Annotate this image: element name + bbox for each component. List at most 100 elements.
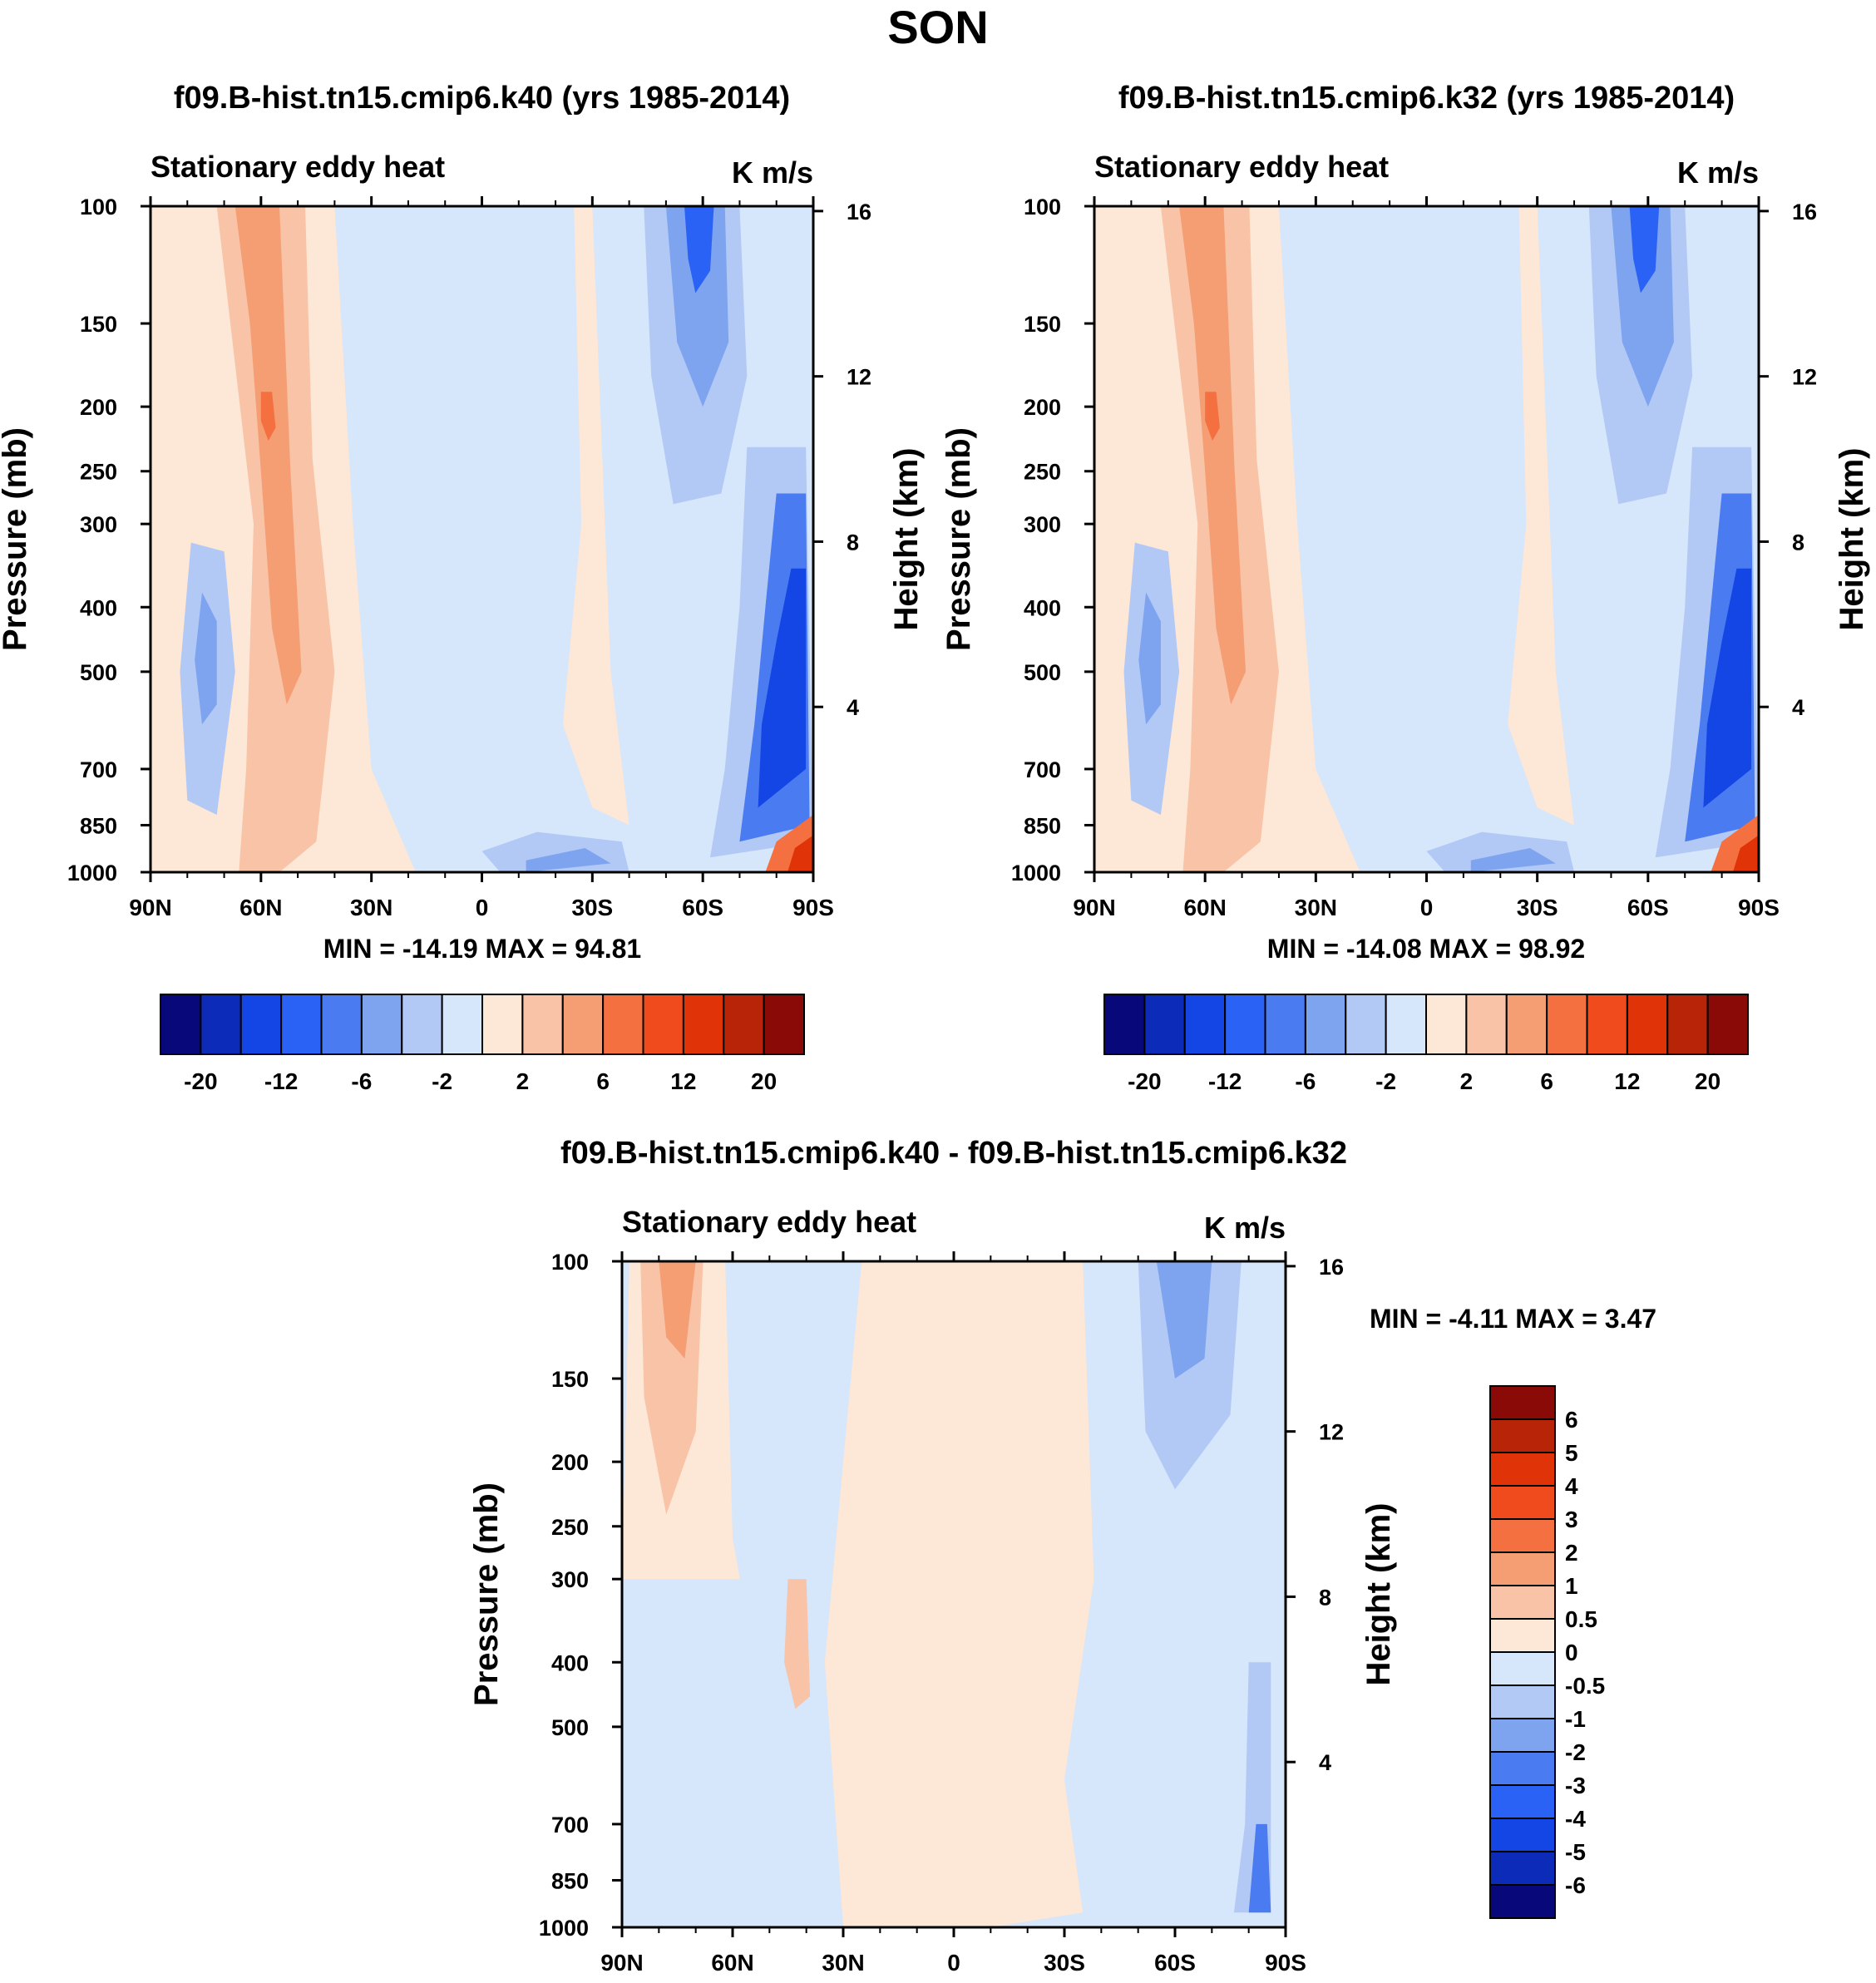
contour-neg-75n-core — [195, 592, 217, 725]
panel-k40: f09.B-hist.tn15.cmip6.k40 (yrs 1985-2014… — [0, 81, 925, 1094]
colorbar-box — [1183, 994, 1227, 1055]
colorbar-box — [1489, 1418, 1556, 1453]
colorbar-box — [1489, 1485, 1556, 1520]
colorbar-label: 5 — [1565, 1440, 1578, 1466]
y-right-tick-label: 4 — [847, 695, 859, 720]
colorbar-box — [1425, 994, 1468, 1055]
right-string: K m/s — [732, 155, 813, 190]
contour-pos-60n-max — [260, 392, 276, 441]
x-tick-label: 30N — [1295, 895, 1337, 920]
x-tick-label: 60N — [1183, 895, 1226, 920]
colorbar-box — [441, 994, 483, 1055]
contour-neg-75n-core — [1138, 592, 1161, 725]
x-tick-label: 90S — [792, 895, 834, 920]
colorbar-box — [160, 994, 202, 1055]
colorbar-label: 2 — [516, 1068, 530, 1094]
colorbar-box — [1304, 994, 1347, 1055]
y-right-tick-label: 4 — [1792, 695, 1804, 720]
left-string: Stationary eddy heat — [1094, 150, 1389, 184]
colorbar-box — [360, 994, 403, 1055]
y-tick-label: 200 — [551, 1450, 589, 1475]
y-tick-label: 150 — [551, 1367, 589, 1392]
contour-neg-60s-mid — [665, 206, 729, 407]
y-tick-label: 700 — [80, 757, 117, 782]
colorbar-box — [1345, 994, 1387, 1055]
colorbar-label: -2 — [1375, 1068, 1396, 1094]
y-right-axis-title: Height (km) — [1360, 1503, 1397, 1686]
y-tick-label: 850 — [551, 1868, 589, 1893]
y-tick-label: 850 — [80, 813, 117, 838]
y-tick-label: 200 — [80, 395, 117, 420]
y-right-tick-label: 8 — [1792, 530, 1804, 555]
y-right-tick-label: 4 — [1319, 1750, 1331, 1775]
x-tick-label: 60N — [711, 1950, 753, 1976]
colorbar-label: -4 — [1565, 1806, 1586, 1832]
colorbar-label: 20 — [1695, 1068, 1720, 1094]
colorbar-box — [320, 994, 363, 1055]
contour-neg-tropics — [401, 471, 482, 808]
y-axis-title: Pressure (mb) — [0, 427, 33, 651]
x-tick-label: 90N — [1073, 895, 1115, 920]
contour-neg-80s-core — [1703, 568, 1752, 808]
colorbar-box — [1224, 994, 1266, 1055]
y-right-tick-label: 12 — [1319, 1420, 1344, 1445]
x-tick-label: 30S — [1517, 895, 1558, 920]
colorbar-box — [1489, 1651, 1556, 1686]
y-tick-label: 850 — [1024, 813, 1061, 838]
colorbar-label: 3 — [1565, 1507, 1578, 1532]
y-tick-label: 700 — [1024, 757, 1061, 782]
y-axis-title: Pressure (mb) — [940, 427, 977, 651]
colorbar-box — [1489, 1585, 1556, 1620]
colorbar-label: 12 — [670, 1068, 696, 1094]
panel-difference: f09.B-hist.tn15.cmip6.k40 - f09.B-hist.t… — [468, 1136, 1656, 1976]
colorbar-box — [1489, 1452, 1556, 1487]
y-tick-label: 100 — [80, 195, 117, 220]
panel-title: f09.B-hist.tn15.cmip6.k32 (yrs 1985-2014… — [1118, 81, 1735, 116]
colorbar-box — [239, 994, 283, 1055]
y-tick-label: 100 — [1024, 195, 1061, 220]
colorbar-box — [1706, 994, 1749, 1055]
colorbar-box — [1505, 994, 1548, 1055]
colorbar-box — [1465, 994, 1508, 1055]
contour-pos-40n — [784, 1579, 811, 1709]
y-tick-label: 300 — [80, 512, 117, 537]
contour-pos-60n-max — [1205, 392, 1220, 441]
colorbar-box — [1489, 1784, 1556, 1819]
contour-pos-subtropics — [824, 1261, 1094, 1927]
contour-pos-subtropics — [1426, 206, 1575, 826]
y-axis-title: Pressure (mb) — [468, 1482, 505, 1706]
colorbar-box — [1666, 994, 1709, 1055]
colorbar-label: -6 — [1565, 1872, 1586, 1898]
y-tick-label: 500 — [1024, 660, 1061, 685]
contour-neg-60s-core — [1629, 206, 1660, 294]
y-tick-label: 400 — [551, 1650, 589, 1675]
x-tick-label: 30N — [350, 895, 392, 920]
min-max-stats: MIN = -4.11 MAX = 3.47 — [1370, 1304, 1656, 1334]
contour-fills — [1094, 206, 1759, 872]
y-right-tick-label: 12 — [1792, 365, 1817, 390]
contour-pos-60n-inner — [234, 206, 302, 705]
colorbar-label: 0 — [1565, 1640, 1578, 1665]
colorbar-box — [1489, 1884, 1556, 1919]
x-tick-label: 30S — [1044, 1950, 1085, 1976]
contour-fills — [151, 206, 813, 872]
colorbar-label: -12 — [1208, 1068, 1242, 1094]
y-tick-label: 150 — [1024, 312, 1061, 337]
contour-pos-90s-max — [1732, 835, 1759, 872]
y-tick-label: 300 — [1024, 512, 1061, 537]
y-tick-label: 1000 — [67, 861, 117, 885]
contour-pos-subtropics — [481, 206, 629, 826]
colorbar-box — [723, 994, 765, 1055]
x-tick-label: 0 — [947, 1950, 960, 1976]
y-tick-label: 150 — [80, 312, 117, 337]
colorbar-box — [1489, 1385, 1556, 1420]
colorbar-box — [763, 994, 805, 1055]
colorbar-box — [1385, 994, 1427, 1055]
y-tick-label: 400 — [1024, 595, 1061, 620]
y-tick-label: 250 — [80, 460, 117, 485]
colorbar-box — [1489, 1851, 1556, 1886]
colorbar-box — [1489, 1551, 1556, 1586]
colorbar-label: -2 — [1565, 1739, 1586, 1765]
min-max-stats: MIN = -14.08 MAX = 98.92 — [1267, 934, 1585, 964]
x-tick-label: 60S — [682, 895, 723, 920]
